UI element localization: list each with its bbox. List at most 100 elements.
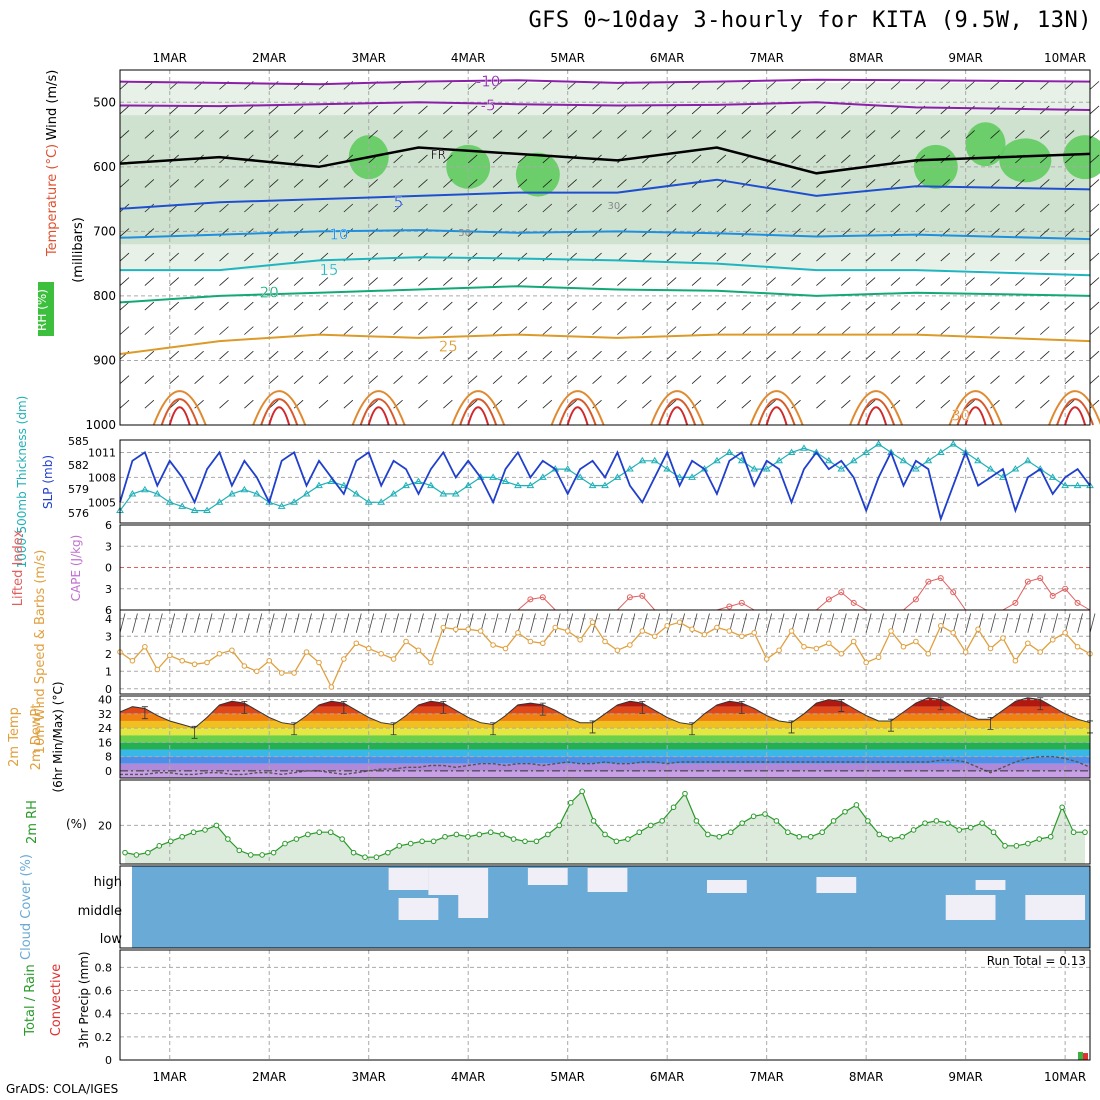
rh-marker xyxy=(499,831,505,838)
wind-barb xyxy=(865,179,876,188)
rh-marker xyxy=(419,838,425,845)
wind-barb xyxy=(965,203,975,213)
wind-barb xyxy=(318,203,329,213)
wind-barb xyxy=(467,179,478,188)
wind-speed-marker xyxy=(278,670,285,676)
cloud-panel-frame xyxy=(119,865,1091,949)
thickness-marker xyxy=(924,456,933,464)
wind-barb xyxy=(293,252,304,262)
rh-marker xyxy=(773,818,780,824)
wind-panel-frame xyxy=(119,609,1091,695)
minmax-marker xyxy=(987,716,994,730)
thickness-marker xyxy=(339,481,348,489)
wind-barb-10m xyxy=(231,613,238,633)
wind-barb xyxy=(791,179,801,188)
minmax-marker xyxy=(838,699,845,712)
thickness-marker xyxy=(489,473,497,480)
thickness-y-tick-label: 576 xyxy=(68,507,89,520)
wind-barb xyxy=(1039,203,1050,213)
wind-barb xyxy=(592,326,602,335)
rh-marker xyxy=(122,849,128,856)
lifted-index-marker xyxy=(838,589,845,596)
rh-marker xyxy=(807,833,814,840)
wind-barb xyxy=(517,350,528,360)
rh-marker xyxy=(682,790,688,797)
wind-speed-marker xyxy=(452,626,459,633)
wind-speed-marker xyxy=(490,642,496,648)
wind-barb xyxy=(318,105,329,115)
wind-barb xyxy=(368,301,378,311)
wind-barb-10m xyxy=(629,613,636,633)
wind-barb xyxy=(915,203,926,213)
rh-marker xyxy=(670,804,677,811)
wind-barb xyxy=(666,154,677,164)
upper-ylabel-wind: Wind (m/s) xyxy=(45,70,60,141)
wind-barb xyxy=(940,130,951,139)
wind-barb xyxy=(716,375,727,384)
isotherm-label: -5 xyxy=(481,97,496,115)
wind-barb xyxy=(1089,203,1100,213)
warm-contour xyxy=(650,390,705,426)
wind-barb-10m xyxy=(144,613,151,633)
bottom-x-tick-label: 8MAR xyxy=(849,1070,884,1084)
lifted-index-marker xyxy=(937,575,944,582)
wind-barb xyxy=(1039,375,1050,384)
bottom-x-tick-label: 3MAR xyxy=(351,1070,386,1084)
wind-barb xyxy=(766,203,776,213)
minmax-marker xyxy=(589,720,596,734)
rh-marker xyxy=(613,838,620,845)
wind-barb xyxy=(890,130,901,139)
rh-legend-swatch xyxy=(38,282,54,336)
wind-barb xyxy=(194,252,204,262)
wind-barb xyxy=(691,277,702,286)
wind-barb xyxy=(691,203,702,213)
wind-barb xyxy=(791,301,801,311)
wind-barb-10m xyxy=(318,613,325,633)
wind-barb xyxy=(1039,81,1050,90)
wind-barb xyxy=(467,350,478,360)
wind-barb xyxy=(418,203,428,213)
slp-y-tick-label: 1005 xyxy=(88,496,116,509)
wind-barb-10m xyxy=(119,613,126,633)
thickness-marker xyxy=(290,498,298,505)
wind-barb-10m xyxy=(1039,613,1046,633)
rh-marker xyxy=(202,827,208,833)
wind-barb xyxy=(343,277,354,286)
wind-barb xyxy=(965,130,975,139)
wind-barb xyxy=(1015,399,1025,409)
wind-barb xyxy=(492,81,503,90)
cloud-gap xyxy=(816,877,857,893)
wind-barb xyxy=(791,203,801,213)
wind-barb xyxy=(119,179,130,188)
wind-barb xyxy=(567,154,577,164)
rh-panel-frame xyxy=(119,779,1091,865)
wind-barb xyxy=(144,301,155,311)
wind-barb xyxy=(244,399,254,409)
wind-barb xyxy=(940,203,951,213)
wind-barb xyxy=(592,399,602,409)
rh-marker xyxy=(705,831,711,838)
warm-contour xyxy=(1064,406,1087,426)
rh-marker xyxy=(533,838,540,845)
wind-barb xyxy=(915,399,926,409)
wind-barb xyxy=(841,375,851,384)
wind-barb xyxy=(169,179,180,188)
wind-speed-marker xyxy=(204,659,210,666)
precip-conv-ylabel: Convective xyxy=(49,964,64,1037)
rh-marker xyxy=(1025,840,1031,847)
wind-barb xyxy=(567,179,577,188)
thickness-marker xyxy=(824,456,833,464)
wind-barb xyxy=(517,301,528,311)
thickness-marker xyxy=(538,473,547,480)
wind-barb xyxy=(393,130,403,139)
wind-barb xyxy=(542,179,553,188)
wind-barb xyxy=(368,277,378,286)
wind-barb xyxy=(343,375,354,384)
minmax-marker xyxy=(937,697,944,711)
wind-barb xyxy=(1089,277,1100,286)
thickness-y-tick-label: 582 xyxy=(68,459,89,472)
top-x-tick-label: 6MAR xyxy=(650,51,685,65)
thickness-marker xyxy=(464,481,473,489)
wind-barb-10m xyxy=(306,613,312,633)
wind-barb xyxy=(865,375,876,384)
